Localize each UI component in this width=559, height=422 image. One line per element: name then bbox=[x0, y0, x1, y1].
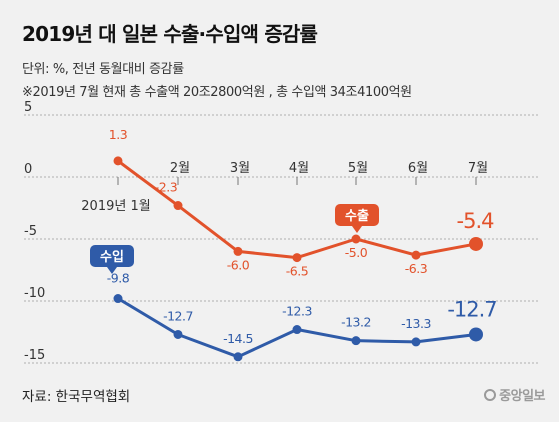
data-point bbox=[292, 325, 302, 335]
data-label: -5.0 bbox=[345, 245, 368, 260]
data-point bbox=[469, 327, 483, 342]
export-tag-box bbox=[335, 204, 379, 226]
data-point bbox=[292, 253, 302, 263]
data-point bbox=[233, 352, 243, 362]
data-label: 1.3 bbox=[109, 127, 127, 142]
data-label: -13.2 bbox=[341, 315, 371, 330]
y-tick-label: -10 bbox=[24, 286, 45, 301]
unit-note: 단위: %, 전년 동월대비 증감률 bbox=[22, 62, 184, 77]
brand-name: 중앙일보 bbox=[499, 389, 545, 404]
x-tick-label: 3월 bbox=[230, 161, 250, 176]
data-point bbox=[233, 246, 243, 256]
import-tag-pointer bbox=[107, 267, 117, 274]
source-note: 자료: 한국무역협회 bbox=[22, 389, 131, 405]
import-tag-box bbox=[90, 245, 134, 267]
data-label: -9.8 bbox=[107, 271, 130, 286]
data-point bbox=[411, 337, 421, 347]
data-label: -6.3 bbox=[405, 261, 427, 276]
footnote: ※2019년 7월 현재 총 수출액 20조2800억원 , 총 수입액 34조… bbox=[22, 85, 412, 100]
import-tag-label: 수입 bbox=[100, 250, 124, 265]
data-point bbox=[351, 234, 361, 244]
data-label: -14.5 bbox=[223, 331, 253, 346]
data-label: -12.7 bbox=[163, 308, 193, 323]
data-point bbox=[113, 294, 123, 304]
x-tick-label: 6월 bbox=[408, 161, 428, 176]
data-label: -12.7 bbox=[447, 297, 496, 321]
data-point bbox=[469, 236, 483, 251]
data-label: -6.0 bbox=[227, 257, 250, 272]
export-tag-pointer bbox=[352, 226, 362, 233]
data-label: -2.3 bbox=[155, 180, 177, 195]
y-tick-label: -5 bbox=[24, 224, 37, 239]
export-tag-label: 수출 bbox=[345, 208, 369, 224]
data-label: -12.3 bbox=[282, 304, 312, 319]
data-point bbox=[113, 156, 123, 166]
x-tick-label: 4월 bbox=[289, 161, 309, 176]
x-tick-label: 5월 bbox=[348, 161, 368, 176]
y-tick-label: 5 bbox=[24, 100, 32, 115]
data-point bbox=[173, 201, 183, 211]
brand-logo: 중앙일보 bbox=[484, 385, 545, 404]
x-tick-label: 2월 bbox=[170, 161, 190, 176]
data-point bbox=[351, 336, 361, 346]
brand-mark-icon bbox=[484, 388, 497, 401]
x-tick-label: 2019년 1월 bbox=[81, 199, 150, 214]
data-point bbox=[411, 250, 421, 260]
y-tick-label: -15 bbox=[24, 348, 45, 363]
data-label: -6.5 bbox=[286, 264, 308, 279]
data-point bbox=[173, 329, 183, 339]
data-label: -5.4 bbox=[457, 209, 495, 233]
chart-title: 2019년 대 일본 수출·수입액 증감률 bbox=[22, 22, 318, 46]
y-tick-label: 0 bbox=[24, 162, 32, 177]
x-tick-label: 7월 bbox=[468, 161, 488, 176]
data-label: -13.3 bbox=[401, 316, 431, 331]
